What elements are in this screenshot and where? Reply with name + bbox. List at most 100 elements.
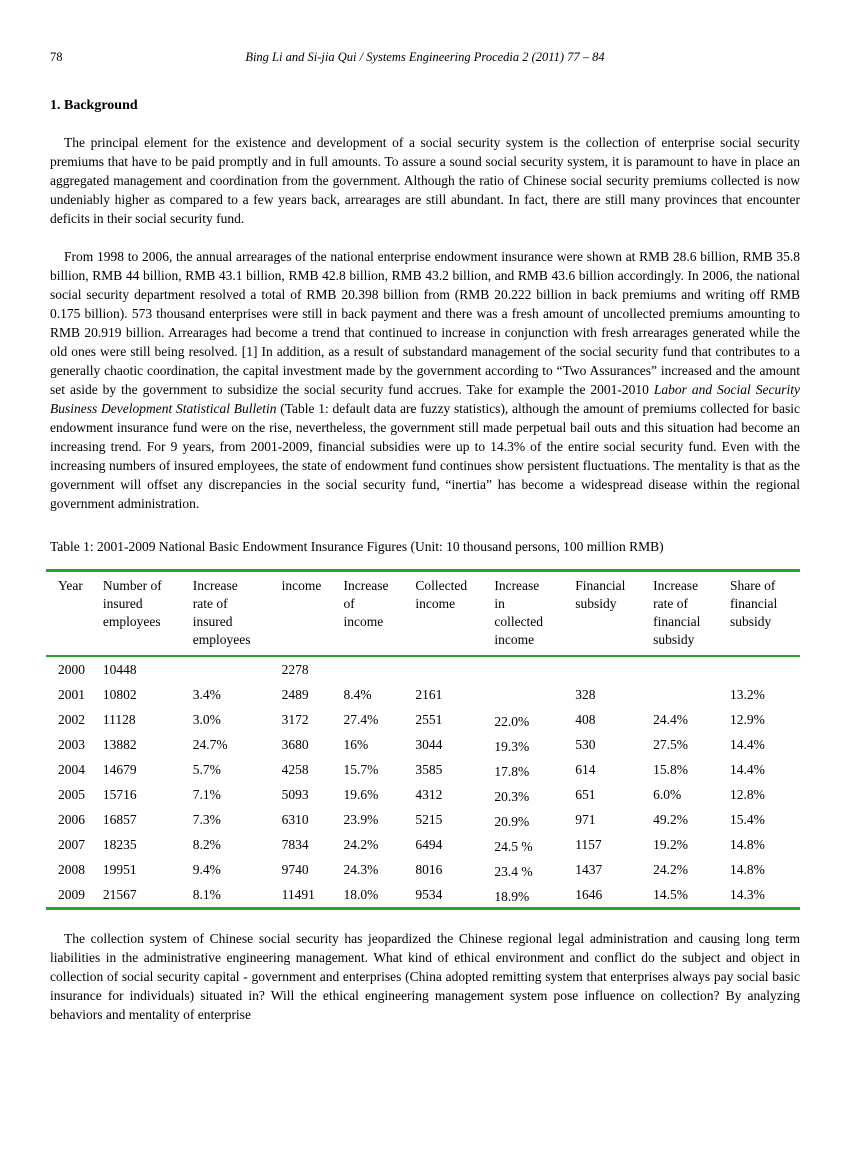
table-row: 2003 13882 24.7% 3680 16% 3044 19.3% 530 27.5% 14…	[46, 732, 800, 757]
table-cell: 971	[575, 812, 596, 827]
table-cell: 14.4%	[729, 737, 765, 752]
table-row: 2002 11128 3.0% 3172 27.4% 2551 22.0% 408 24.4% 1…	[46, 707, 800, 732]
paragraph-background-2: From 1998 to 2006, the annual arrearages…	[50, 247, 800, 513]
table-cell: 5215	[415, 812, 443, 827]
table-cell: 2489	[281, 687, 309, 702]
table-cell: 5093	[281, 787, 309, 802]
table-cell: 2008	[58, 862, 85, 877]
table-cell: 20.3%	[494, 789, 530, 804]
table-cell: 19951	[102, 862, 137, 877]
column-header-financial-subsidy: Financial subsidy	[575, 570, 654, 657]
table-cell	[653, 656, 730, 682]
table-cell: 24.7%	[192, 737, 228, 752]
page-number: 78	[50, 50, 63, 64]
table-cell: 9534	[415, 887, 443, 902]
table-cell: 2001	[58, 687, 85, 702]
table-cell	[415, 656, 494, 682]
table-cell: 2551	[415, 712, 443, 727]
table-cell: 3.0%	[192, 712, 221, 727]
table-cell: 24.5 %	[494, 839, 533, 854]
table-row: 2008 19951 9.4% 9740 24.3% 8016 23.4 % 1437 24.2…	[46, 857, 800, 882]
running-head: 78 Bing Li and Si-jia Qui / Systems Engi…	[50, 50, 800, 66]
table-cell	[193, 656, 282, 682]
table-cell	[575, 656, 653, 682]
table-cell: 18.9%	[494, 889, 530, 904]
table-cell: 8.1%	[192, 887, 221, 902]
table-cell: 614	[575, 762, 596, 777]
table-cell: 2278	[281, 662, 309, 677]
table-cell: 4258	[281, 762, 309, 777]
table-cell: 2000	[58, 662, 85, 677]
column-header-collected-income: Collected income	[415, 570, 495, 657]
table-cell: 14679	[102, 762, 137, 777]
table-cell: 15.7%	[343, 762, 379, 777]
table-header: Year Number of insured employees Increas…	[46, 570, 800, 657]
table-cell: 408	[575, 712, 596, 727]
table-cell: 10802	[102, 687, 137, 702]
column-header-year: Year	[46, 570, 103, 657]
table-cell: 6.0%	[653, 787, 682, 802]
table-cell: 7.1%	[192, 787, 221, 802]
table-cell: 27.5%	[653, 737, 688, 752]
table-cell: 5.7%	[192, 762, 221, 777]
table-cell: 24.3%	[343, 862, 379, 877]
paragraph-2-text-after: (Table 1: default data are fuzzy statist…	[50, 401, 800, 511]
table-cell: 15.8%	[653, 762, 688, 777]
table-cell: 6310	[281, 812, 309, 827]
table-cell: 2003	[58, 737, 85, 752]
table-cell: 8.2%	[192, 837, 221, 852]
table-cell: 16%	[343, 737, 369, 752]
table-cell: 14.5%	[653, 887, 688, 902]
table-row: 2001 10802 3.4% 2489 8.4% 2161 328 13.2%	[46, 682, 800, 707]
table-cell: 19.2%	[653, 837, 688, 852]
table-cell	[730, 656, 800, 682]
table-cell: 2009	[58, 887, 85, 902]
table-cell: 3172	[281, 712, 309, 727]
paragraph-background-1: The principal element for the existence …	[50, 135, 800, 226]
table-row: 2005 15716 7.1% 5093 19.6% 4312 20.3% 651 6.0% 12…	[46, 782, 800, 807]
table-cell: 10448	[102, 662, 137, 677]
table-row: 2000 10448 2278	[46, 656, 800, 682]
table-caption: Table 1: 2001-2009 National Basic Endowm…	[50, 539, 664, 554]
table-cell: 2002	[58, 712, 85, 727]
table-cell: 651	[575, 787, 596, 802]
table-cell: 9.4%	[192, 862, 221, 877]
table-cell: 18.0%	[343, 887, 379, 902]
table-cell: 22.0%	[494, 714, 530, 729]
table-cell: 4312	[415, 787, 443, 802]
table-cell: 8016	[415, 862, 443, 877]
column-header-increase-collected-income: Increase in collected income	[494, 570, 576, 657]
table-row: 2007 18235 8.2% 7834 24.2% 6494 24.5 % 1157 19.2…	[46, 832, 800, 857]
table-cell: 21567	[102, 887, 137, 902]
table-cell: 20.9%	[494, 814, 530, 829]
table-cell	[494, 684, 575, 709]
table-cell: 23.9%	[343, 812, 379, 827]
table-cell: 24.2%	[653, 862, 688, 877]
column-header-share-of-subsidy: Share of financial subsidy	[729, 570, 800, 657]
table-cell	[494, 658, 575, 684]
column-header-increase-rate-subsidy: Increase rate of financial subsidy	[653, 570, 730, 657]
table-cell: 2005	[58, 787, 85, 802]
table-cell: 14.8%	[729, 837, 765, 852]
table-cell: 15716	[102, 787, 137, 802]
running-head-title: Bing Li and Si-jia Qui / Systems Enginee…	[245, 50, 605, 64]
table-cell: 7.3%	[192, 812, 221, 827]
table-cell	[653, 682, 730, 707]
table-row: 2006 16857 7.3% 6310 23.9% 5215 20.9% 971 49.2% 1…	[46, 807, 800, 832]
table-cell: 49.2%	[653, 812, 688, 827]
table-cell: 27.4%	[343, 712, 379, 727]
table-cell: 19.6%	[343, 787, 379, 802]
paragraph-2-text-before: From 1998 to 2006, the annual arrearages…	[50, 249, 800, 397]
table-body: 2000 10448 2278 2001 10802 3.4% 2489 8.4% 2161 32…	[46, 656, 800, 909]
table-row: 2009 21567 8.1% 11491 18.0% 9534 18.9% 1646 14.5…	[46, 882, 800, 909]
column-header-insured-employees: Number of insured employees	[102, 570, 193, 657]
table-cell: 6494	[415, 837, 443, 852]
table-cell: 12.8%	[729, 787, 765, 802]
table-cell: 1157	[575, 837, 602, 852]
table-cell: 1437	[575, 862, 603, 877]
table-cell: 9740	[281, 862, 309, 877]
table-cell: 3044	[415, 737, 443, 752]
table-cell: 1646	[575, 887, 603, 902]
table-cell: 13.2%	[729, 687, 765, 702]
